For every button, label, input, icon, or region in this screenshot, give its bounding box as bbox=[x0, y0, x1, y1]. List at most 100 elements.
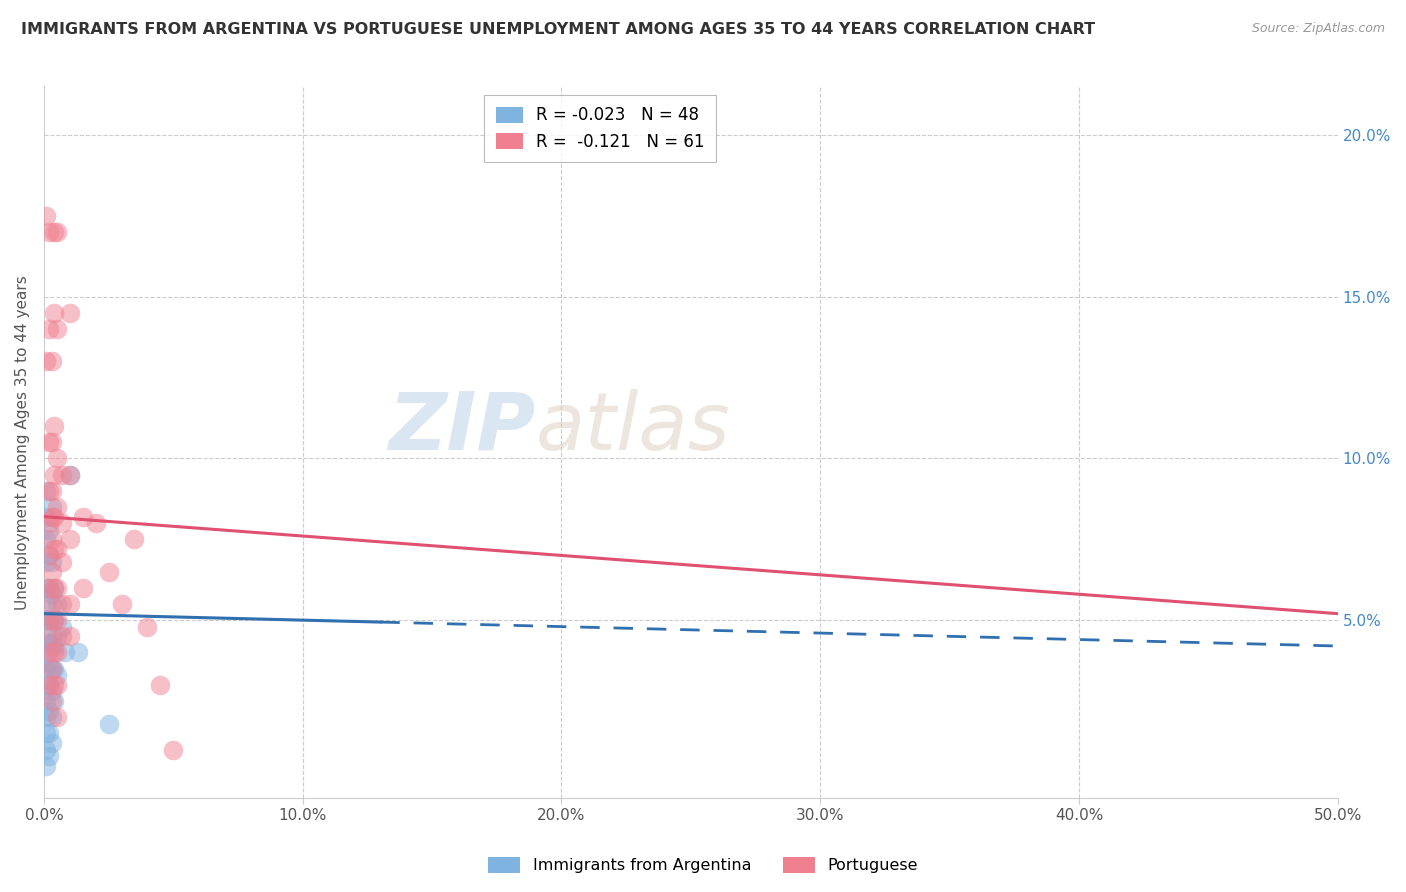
Point bbox=[51, 597, 73, 611]
Point bbox=[45, 613, 67, 627]
Point bbox=[38, 523, 60, 537]
Point bbox=[44, 639, 66, 653]
Point bbox=[41, 636, 63, 650]
Point bbox=[53, 645, 76, 659]
Point bbox=[44, 419, 66, 434]
Point bbox=[38, 645, 60, 659]
Point bbox=[35, 509, 58, 524]
Point bbox=[35, 581, 58, 595]
Point bbox=[59, 306, 82, 320]
Point bbox=[45, 322, 67, 336]
Point bbox=[44, 581, 66, 595]
Point bbox=[51, 555, 73, 569]
Point bbox=[136, 619, 159, 633]
Point bbox=[38, 516, 60, 530]
Text: IMMIGRANTS FROM ARGENTINA VS PORTUGUESE UNEMPLOYMENT AMONG AGES 35 TO 44 YEARS C: IMMIGRANTS FROM ARGENTINA VS PORTUGUESE … bbox=[21, 22, 1095, 37]
Point bbox=[45, 668, 67, 682]
Point bbox=[45, 678, 67, 692]
Point bbox=[35, 694, 58, 708]
Point bbox=[35, 726, 58, 740]
Point bbox=[45, 500, 67, 514]
Point bbox=[35, 629, 58, 643]
Point bbox=[35, 533, 58, 547]
Point bbox=[44, 306, 66, 320]
Point bbox=[35, 742, 58, 756]
Point bbox=[44, 541, 66, 556]
Point bbox=[35, 555, 58, 569]
Point bbox=[149, 678, 172, 692]
Point bbox=[72, 509, 94, 524]
Point bbox=[38, 655, 60, 669]
Point bbox=[38, 636, 60, 650]
Text: ZIP: ZIP bbox=[388, 389, 536, 467]
Point bbox=[41, 555, 63, 569]
Point bbox=[41, 629, 63, 643]
Point bbox=[59, 533, 82, 547]
Legend: Immigrants from Argentina, Portuguese: Immigrants from Argentina, Portuguese bbox=[481, 850, 925, 880]
Point bbox=[51, 516, 73, 530]
Point bbox=[45, 581, 67, 595]
Point bbox=[38, 225, 60, 239]
Point bbox=[44, 613, 66, 627]
Point bbox=[41, 736, 63, 750]
Point bbox=[41, 500, 63, 514]
Point bbox=[44, 225, 66, 239]
Point bbox=[35, 483, 58, 498]
Point bbox=[72, 581, 94, 595]
Point bbox=[38, 322, 60, 336]
Point bbox=[41, 354, 63, 368]
Legend: R = -0.023   N = 48, R =  -0.121   N = 61: R = -0.023 N = 48, R = -0.121 N = 61 bbox=[484, 95, 716, 162]
Point bbox=[41, 435, 63, 450]
Point bbox=[38, 613, 60, 627]
Text: atlas: atlas bbox=[536, 389, 730, 467]
Point bbox=[35, 758, 58, 772]
Point bbox=[44, 581, 66, 595]
Point bbox=[38, 704, 60, 718]
Point bbox=[41, 565, 63, 579]
Point bbox=[38, 581, 60, 595]
Point bbox=[38, 549, 60, 563]
Point bbox=[51, 467, 73, 482]
Point bbox=[38, 581, 60, 595]
Point bbox=[35, 613, 58, 627]
Point bbox=[51, 619, 73, 633]
Point bbox=[44, 662, 66, 676]
Point bbox=[35, 662, 58, 676]
Point bbox=[41, 662, 63, 676]
Point bbox=[35, 710, 58, 724]
Point bbox=[41, 613, 63, 627]
Point bbox=[97, 716, 120, 731]
Point bbox=[41, 483, 63, 498]
Point bbox=[45, 451, 67, 466]
Point bbox=[35, 645, 58, 659]
Point bbox=[41, 587, 63, 601]
Point bbox=[44, 678, 66, 692]
Point bbox=[59, 629, 82, 643]
Point bbox=[35, 597, 58, 611]
Point bbox=[38, 726, 60, 740]
Point bbox=[97, 565, 120, 579]
Point bbox=[41, 684, 63, 698]
Point bbox=[84, 516, 107, 530]
Point bbox=[59, 467, 82, 482]
Point bbox=[38, 483, 60, 498]
Point bbox=[38, 678, 60, 692]
Point bbox=[45, 645, 67, 659]
Point bbox=[41, 710, 63, 724]
Point bbox=[51, 629, 73, 643]
Point bbox=[66, 645, 89, 659]
Point bbox=[41, 509, 63, 524]
Point bbox=[41, 533, 63, 547]
Point bbox=[124, 533, 146, 547]
Point bbox=[44, 645, 66, 659]
Point bbox=[59, 467, 82, 482]
Point bbox=[38, 435, 60, 450]
Point bbox=[45, 629, 67, 643]
Point bbox=[45, 225, 67, 239]
Point bbox=[45, 710, 67, 724]
Point bbox=[35, 354, 58, 368]
Point bbox=[41, 694, 63, 708]
Point bbox=[41, 662, 63, 676]
Point bbox=[35, 678, 58, 692]
Point bbox=[162, 742, 184, 756]
